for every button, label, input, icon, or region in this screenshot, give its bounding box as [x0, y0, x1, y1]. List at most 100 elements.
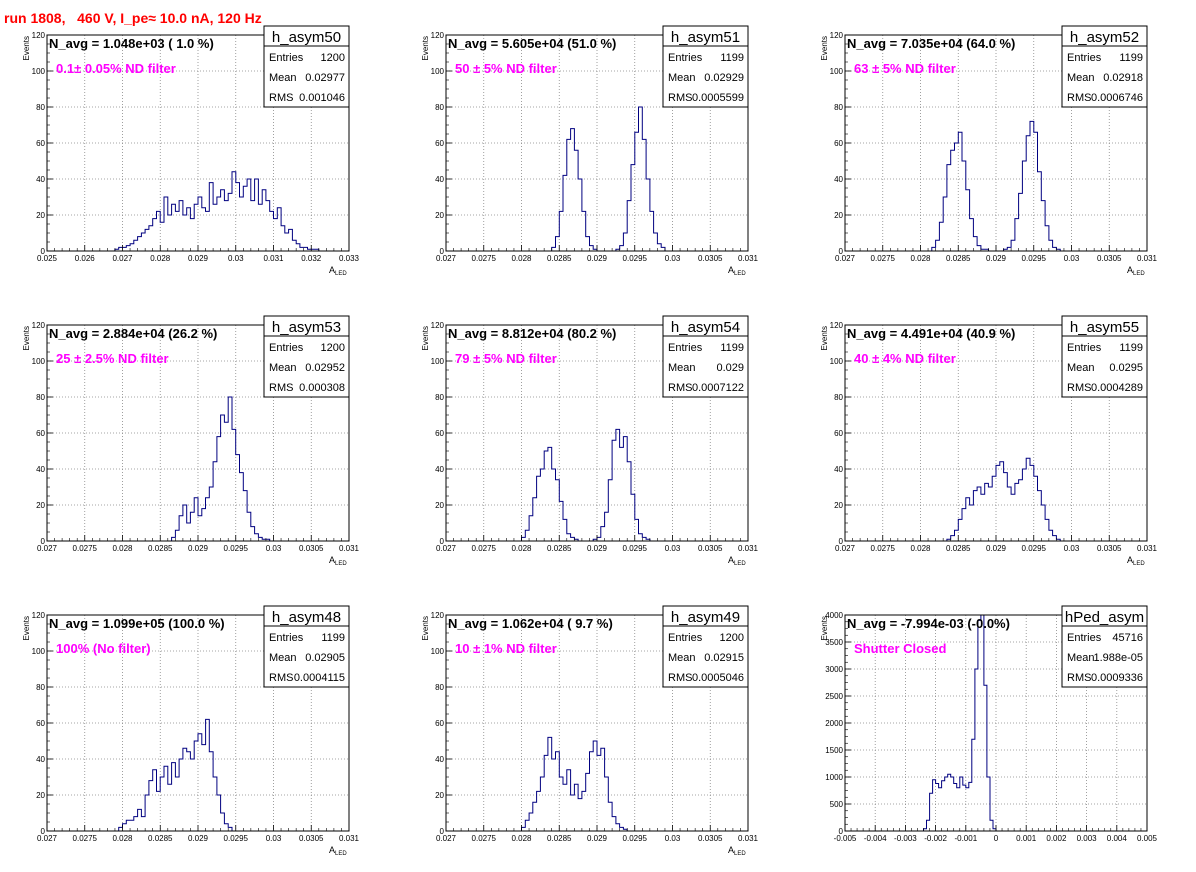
x-tick-label: 0: [994, 834, 999, 843]
panel-h_asym51: 0.027 0.0275 0.028 0.0285 0.029 0.0295 0.03 0.0…: [421, 25, 759, 277]
y-tick-label: 20: [834, 211, 843, 220]
stats-box: [1061, 45, 1148, 108]
y-tick-label: 0: [839, 827, 844, 836]
y-tick-label: 3000: [825, 665, 843, 674]
y-tick-label: 60: [435, 719, 444, 728]
navg-label: N_avg = 1.099e+05 (100.0 %): [49, 616, 225, 631]
y-axis-label: Events: [22, 326, 31, 350]
navg-label: N_avg = 8.812e+04 (80.2 %): [448, 326, 616, 341]
y-tick-label: 2000: [825, 719, 843, 728]
x-tick-label: 0.032: [301, 254, 322, 263]
panel-h_asym53: 0.027 0.0275 0.028 0.0285 0.029 0.0295 0.03 0.0…: [22, 315, 360, 567]
stats-value: 45716: [1112, 632, 1143, 644]
stats-value: 0.0005599: [692, 92, 744, 104]
x-tick-label: 0.028: [112, 544, 133, 553]
y-tick-label: 100: [830, 357, 844, 366]
y-axis-label: Events: [421, 616, 430, 640]
y-tick-label: 60: [36, 139, 45, 148]
y-tick-label: 0: [839, 537, 844, 546]
y-axis-label: Events: [22, 616, 31, 640]
stats-key: Entries: [668, 632, 703, 644]
filter-annotation: Shutter Closed: [854, 641, 947, 656]
y-tick-label: 40: [834, 465, 843, 474]
stats-box: [662, 625, 749, 688]
stats-box: [263, 45, 350, 108]
x-tick-label: 0.0285: [547, 544, 572, 553]
stats-key: RMS: [1067, 382, 1091, 394]
stats-key: RMS: [269, 382, 293, 394]
x-tick-label: 0.0295: [623, 544, 648, 553]
y-tick-label: 20: [435, 211, 444, 220]
x-tick-label: 0.0275: [472, 544, 497, 553]
x-tick-label: 0.031: [738, 544, 759, 553]
x-tick-label: 0.028: [511, 544, 532, 553]
x-tick-label: 0.03: [665, 544, 681, 553]
y-tick-label: 80: [834, 393, 843, 402]
x-tick-label: 0.027: [37, 544, 58, 553]
x-tick-label: 0.03: [1064, 254, 1080, 263]
navg-label: N_avg = 5.605e+04 (51.0 %): [448, 36, 616, 51]
y-tick-label: 60: [36, 719, 45, 728]
x-tick-label: 0.025: [37, 254, 58, 263]
stats-value: 0.0004115: [294, 672, 345, 684]
x-tick-label: 0.0305: [299, 834, 324, 843]
stats-key: Entries: [1067, 632, 1102, 644]
stats-value: 0.0004289: [1091, 382, 1143, 394]
run-title: run 1808, 460 V, I_pe≈ 10.0 nA, 120 Hz: [4, 10, 262, 26]
y-tick-label: 40: [834, 175, 843, 184]
stats-value: 0.02918: [1103, 72, 1143, 84]
y-tick-label: 0: [41, 827, 46, 836]
stats-value: 0.0007122: [692, 382, 744, 394]
panel-h_asym50: 0.025 0.026 0.027 0.028 0.029 0.03 0.031 0.032 0…: [22, 25, 360, 277]
x-tick-label: 0.027: [436, 834, 457, 843]
x-tick-label: 0.029: [587, 254, 608, 263]
histogram-h_asym55: [946, 457, 1061, 541]
histogram-h_asym50: [114, 171, 320, 251]
y-tick-label: 40: [36, 755, 45, 764]
y-tick-label: 20: [36, 211, 45, 220]
stats-title: h_asym53: [272, 319, 341, 336]
y-tick-label: 40: [36, 175, 45, 184]
y-tick-label: 0: [440, 827, 445, 836]
x-tick-label: -0.004: [864, 834, 887, 843]
stats-title: h_asym54: [671, 319, 740, 336]
x-tick-label: 0.0295: [1022, 544, 1047, 553]
navg-label: N_avg = 4.491e+04 (40.9 %): [847, 326, 1015, 341]
x-tick-label: 0.027: [835, 544, 856, 553]
x-tick-label: 0.027: [835, 254, 856, 263]
stats-value: 1199: [720, 342, 744, 354]
x-tick-label: 0.027: [112, 254, 133, 263]
x-tick-label: 0.0295: [224, 544, 249, 553]
x-tick-label: 0.0275: [73, 544, 98, 553]
x-tick-label: 0.026: [75, 254, 96, 263]
panel-h_asym48: 0.027 0.0275 0.028 0.0285 0.029 0.0295 0.03 0.0…: [22, 605, 360, 857]
stats-key: Mean: [668, 362, 696, 374]
stats-value: 1.988e-05: [1093, 652, 1143, 664]
y-tick-label: 1500: [825, 746, 843, 755]
x-tick-label: 0.0285: [148, 834, 173, 843]
histogram-hPed_asym: [923, 614, 997, 831]
y-axis-label: Events: [421, 326, 430, 350]
x-axis-label: ALED: [728, 265, 746, 277]
stats-key: Mean: [1067, 72, 1095, 84]
stats-key: Entries: [1067, 52, 1102, 64]
x-tick-label: 0.0305: [1097, 254, 1122, 263]
x-tick-label: 0.0285: [946, 254, 971, 263]
x-tick-label: 0.031: [1137, 544, 1158, 553]
stats-key: RMS: [668, 92, 692, 104]
histogram-h_asym48: [118, 718, 233, 831]
x-tick-label: 0.004: [1107, 834, 1128, 843]
x-axis-label: ALED: [728, 555, 746, 567]
stats-key: RMS: [1067, 672, 1091, 684]
panel-h_asym54: 0.027 0.0275 0.028 0.0285 0.029 0.0295 0.03 0.0…: [421, 315, 759, 567]
x-tick-label: 0.03: [228, 254, 244, 263]
panel-hPed_asym: -0.005 -0.004 -0.003 -0.002 -0.001 0 0.001 0.00…: [820, 605, 1158, 843]
x-tick-label: 0.003: [1077, 834, 1098, 843]
y-tick-label: 0: [440, 537, 445, 546]
stats-key: Mean: [668, 72, 696, 84]
stats-value: 0.02952: [305, 362, 345, 374]
x-tick-label: 0.031: [263, 254, 284, 263]
x-tick-label: 0.0285: [547, 834, 572, 843]
histogram-h_asym49: [521, 736, 628, 831]
filter-annotation: 50 ± 5% ND filter: [455, 61, 557, 76]
